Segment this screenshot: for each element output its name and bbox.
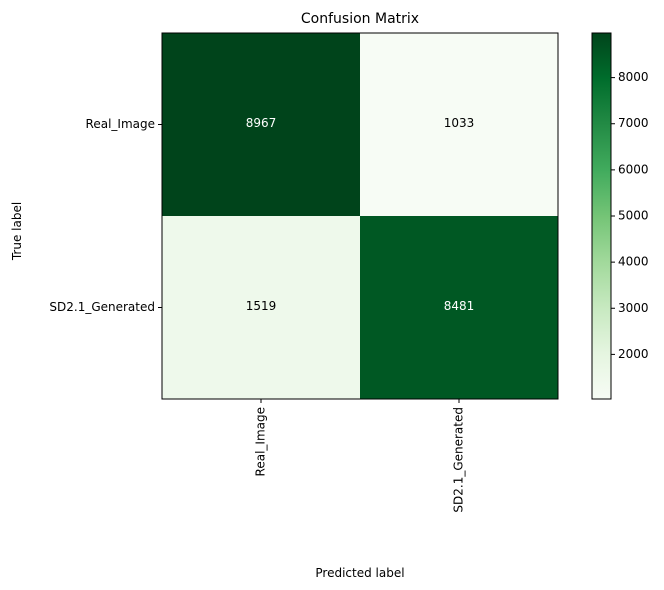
colorbar-tick-label: 2000	[618, 347, 649, 361]
colorbar-tick-label: 8000	[618, 70, 649, 84]
cell-value-label: 8967	[246, 116, 277, 130]
y-axis-label: True label	[10, 202, 24, 261]
colorbar-tick-label: 3000	[618, 301, 649, 315]
colorbar-tick-label: 7000	[618, 116, 649, 130]
heatmap-frame	[161, 32, 559, 400]
x-axis-ticks: Real_Image SD2.1_Generated	[254, 399, 466, 513]
heatmap-cells	[162, 33, 558, 399]
heatmap-cell	[162, 216, 360, 399]
colorbar-tick-label: 4000	[618, 255, 649, 269]
heatmap-cell	[162, 33, 360, 216]
colorbar-tick-label: 6000	[618, 162, 649, 176]
x-tick-label: SD2.1_Generated	[452, 407, 466, 513]
x-tick-label: Real_Image	[254, 407, 268, 476]
colorbar-tick-label: 5000	[618, 209, 649, 223]
colorbar-ticks: 2000 3000 4000 5000 6000 7000 8000	[611, 70, 649, 361]
y-tick-label: Real_Image	[86, 117, 155, 131]
cell-value-label: 1519	[246, 299, 277, 313]
colorbar	[591, 32, 612, 400]
heatmap-cell	[360, 216, 558, 399]
chart-title: Confusion Matrix	[301, 11, 419, 27]
x-axis-label: Predicted label	[315, 566, 404, 580]
heatmap-cell-labels: 8967 1033 1519 8481	[246, 116, 475, 313]
y-axis-ticks: Real_Image SD2.1_Generated	[49, 117, 162, 314]
cell-value-label: 8481	[444, 299, 475, 313]
y-tick-label: SD2.1_Generated	[49, 300, 155, 314]
heatmap-cell	[360, 33, 558, 216]
cell-value-label: 1033	[444, 116, 475, 130]
